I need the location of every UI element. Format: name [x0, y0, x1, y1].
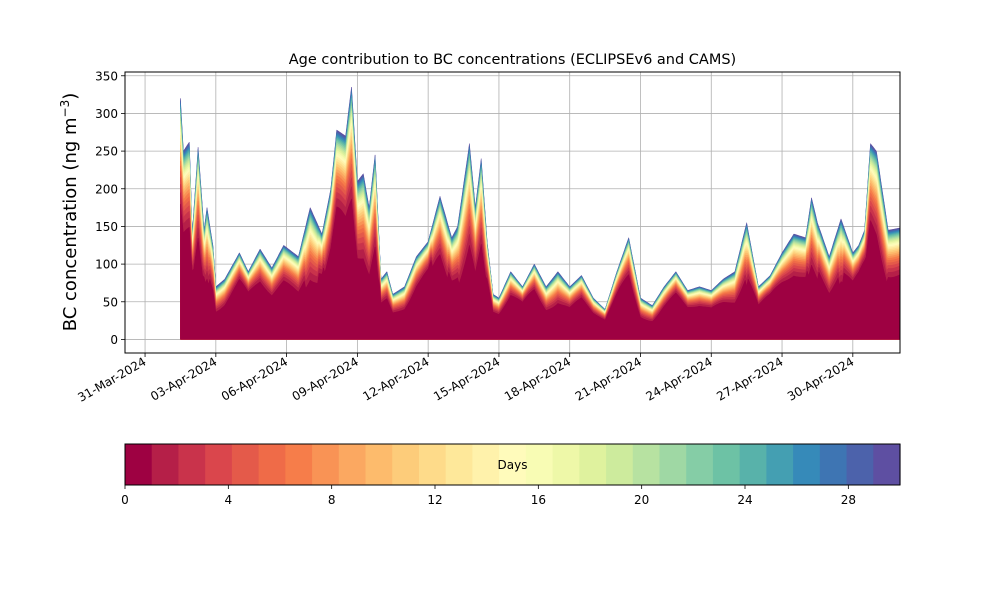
- colorbar-swatch: [472, 444, 500, 485]
- colorbar-swatch: [231, 444, 260, 485]
- x-tick-label: 09-Apr-2024: [290, 354, 361, 403]
- x-tick-label: 15-Apr-2024: [431, 354, 502, 403]
- colorbar-swatch: [338, 444, 367, 485]
- colorbar-swatch: [819, 444, 848, 485]
- x-tick-label: 27-Apr-2024: [714, 354, 785, 403]
- age-band-0-days: [180, 198, 900, 340]
- x-tick-label: 31-Mar-2024: [75, 354, 148, 404]
- x-tick-label: 06-Apr-2024: [219, 354, 290, 403]
- colorbar-swatch: [418, 444, 447, 485]
- x-tick-label: 12-Apr-2024: [360, 354, 431, 403]
- x-tick-label: 24-Apr-2024: [644, 354, 715, 403]
- colorbar-label: Days: [498, 458, 528, 472]
- y-axis-label: BC concentration (ng m−3): [58, 93, 81, 332]
- colorbar-swatch: [686, 444, 714, 485]
- x-tick-label: 18-Apr-2024: [502, 354, 573, 403]
- x-tick-label: 21-Apr-2024: [573, 354, 644, 403]
- colorbar-swatch: [632, 444, 661, 485]
- colorbar: 0 4 8 12 16 20 24 28 Days: [121, 443, 901, 507]
- colorbar-swatch: [499, 444, 527, 485]
- colorbar-swatch: [312, 444, 340, 485]
- colorbar-tick-label: 12: [427, 493, 442, 507]
- colorbar-tick-label: 16: [531, 493, 546, 507]
- y-axis-label-main: BC concentration (ng m: [60, 117, 81, 331]
- colorbar-tick-label: 28: [841, 493, 856, 507]
- colorbar-swatch: [392, 444, 420, 485]
- colorbar-swatch: [712, 444, 741, 485]
- colorbar-swatch: [873, 444, 901, 485]
- y-tick-label: 250: [95, 145, 118, 159]
- colorbar-tick-label: 24: [737, 493, 752, 507]
- y-tick-label: 300: [95, 107, 118, 121]
- colorbar-swatch: [285, 444, 313, 485]
- colorbar-swatch: [606, 444, 634, 485]
- y-tick-label: 50: [103, 295, 118, 309]
- colorbar-swatch: [205, 444, 233, 485]
- colorbar-tick-label: 8: [328, 493, 336, 507]
- colorbar-swatch: [151, 444, 180, 485]
- plot-frame: [124, 71, 901, 354]
- colorbar-tick-label: 20: [634, 493, 649, 507]
- x-axis: 31-Mar-2024 03-Apr-2024 06-Apr-2024 09-Apr-…: [75, 353, 856, 405]
- y-axis-label-exp: −3: [58, 100, 72, 118]
- colorbar-swatch: [766, 444, 794, 485]
- colorbar-tick-label: 0: [121, 493, 129, 507]
- x-tick-label: 30-Apr-2024: [785, 354, 856, 403]
- colorbar-swatch: [445, 444, 474, 485]
- colorbar-swatch: [579, 444, 607, 485]
- y-axis: 0 50 100 150 200 250 300 350: [95, 69, 125, 347]
- x-tick-label: 03-Apr-2024: [148, 354, 219, 403]
- y-tick-label: 350: [95, 69, 118, 83]
- colorbar-tick-label: 4: [225, 493, 233, 507]
- colorbar-swatch: [793, 444, 821, 485]
- y-tick-label: 0: [110, 333, 118, 347]
- colorbar-swatch: [365, 444, 393, 485]
- colorbar-swatch: [525, 444, 554, 485]
- colorbar-swatch: [846, 444, 874, 485]
- age-stacked-areas: [180, 87, 900, 340]
- chart-title: Age contribution to BC concentrations (E…: [289, 52, 736, 68]
- colorbar-swatch: [739, 444, 767, 485]
- colorbar-swatch: [258, 444, 286, 485]
- y-tick-label: 200: [95, 182, 118, 196]
- colorbar-swatch: [659, 444, 687, 485]
- colorbar-swatch: [125, 444, 153, 485]
- colorbar-swatch: [178, 444, 206, 485]
- y-axis-label-close: ): [60, 93, 81, 100]
- y-tick-label: 150: [95, 220, 118, 234]
- y-tick-label: 100: [95, 258, 118, 272]
- colorbar-frame: [124, 443, 901, 486]
- colorbar-swatch: [552, 444, 580, 485]
